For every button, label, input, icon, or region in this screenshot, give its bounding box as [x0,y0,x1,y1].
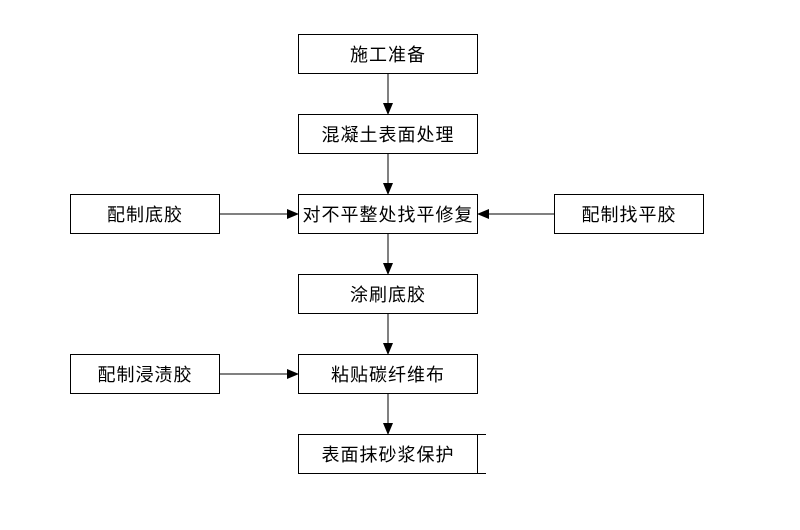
flow-node-prepare-primer: 配制底胶 [70,194,220,234]
flow-node-brush-primer: 涂刷底胶 [298,274,478,314]
node-label: 表面抹砂浆保护 [322,441,455,467]
node-label: 涂刷底胶 [350,281,426,307]
node-label: 对不平整处找平修复 [303,201,474,227]
flow-node-mortar-protect: 表面抹砂浆保护 [298,434,478,474]
node-label: 配制底胶 [107,201,183,227]
tick-mark [478,434,486,435]
flow-node-prepare-leveling: 配制找平胶 [554,194,704,234]
node-label: 混凝土表面处理 [322,121,455,147]
flow-node-surface: 混凝土表面处理 [298,114,478,154]
flow-node-paste-cfrp: 粘贴碳纤维布 [298,354,478,394]
node-label: 配制找平胶 [582,201,677,227]
node-label: 粘贴碳纤维布 [331,361,445,387]
flow-node-prep: 施工准备 [298,34,478,74]
flow-node-prepare-impreg: 配制浸渍胶 [70,354,220,394]
flow-node-level-repair: 对不平整处找平修复 [298,194,478,234]
tick-mark [478,473,486,474]
node-label: 配制浸渍胶 [98,361,193,387]
node-label: 施工准备 [350,41,426,67]
